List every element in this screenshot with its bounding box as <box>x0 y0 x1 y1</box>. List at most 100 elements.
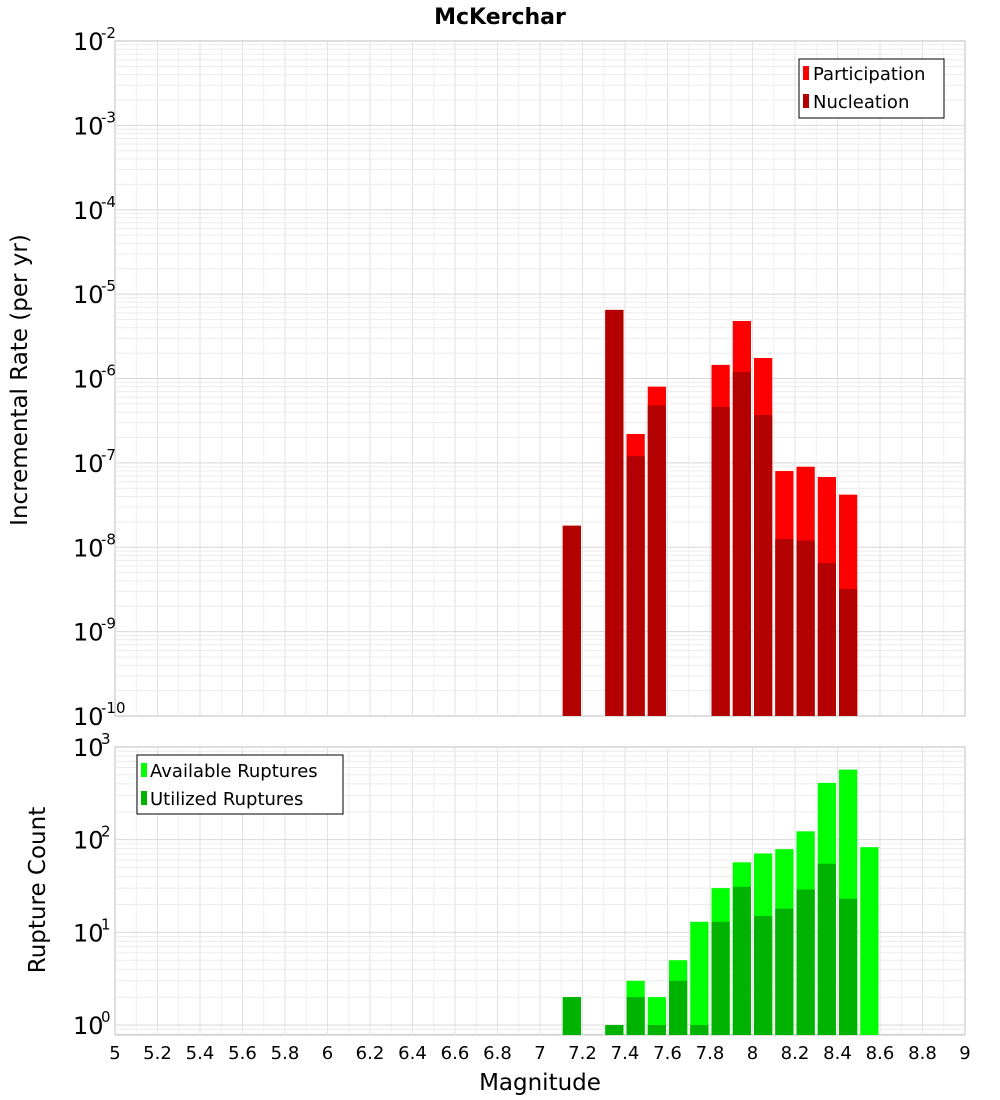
y-tick-exponent: 3 <box>101 730 111 748</box>
bottom-gridlines <box>115 747 965 1035</box>
top-bar-nucleation <box>732 371 751 716</box>
y-tick-exponent: -4 <box>101 193 116 211</box>
x-tick-label: 6.2 <box>356 1043 385 1064</box>
x-tick-label: 5.2 <box>143 1043 172 1064</box>
top-bar-nucleation <box>817 563 836 716</box>
legend-swatch-participation <box>803 66 809 80</box>
x-tick-label: 9 <box>959 1043 970 1064</box>
y-tick-base: 10 <box>73 366 104 394</box>
legend-label-nucleation: Nucleation <box>813 92 909 113</box>
x-tick-label: 7.4 <box>611 1043 640 1064</box>
y-tick-exponent: 2 <box>101 823 111 841</box>
top-legend-box <box>798 58 945 119</box>
y-tick-exponent: -7 <box>101 446 116 464</box>
y-tick-label: 101 <box>73 915 111 947</box>
y-tick-base: 10 <box>73 619 104 647</box>
top-y-axis-label: Incremental Rate (per yr) <box>7 234 33 526</box>
bottom-bar-utilized-ruptures <box>817 863 836 1035</box>
bottom-legend: Available Ruptures Utilized Ruptures <box>136 754 344 815</box>
y-tick-base: 10 <box>73 534 104 562</box>
legend-label-available: Available Ruptures <box>150 761 318 782</box>
y-tick-base: 10 <box>73 28 104 56</box>
top-bars <box>562 309 858 716</box>
y-tick-label: 10-8 <box>73 530 116 562</box>
x-tick-label: 6.8 <box>483 1043 512 1064</box>
y-tick-base: 10 <box>73 197 104 225</box>
bottom-bar-utilized-ruptures <box>669 980 688 1035</box>
bottom-bar-utilized-ruptures <box>732 886 751 1035</box>
x-tick-label: 7.6 <box>653 1043 682 1064</box>
x-tick-label: 5 <box>109 1043 120 1064</box>
x-tick-label: 8.4 <box>823 1043 852 1064</box>
y-tick-base: 10 <box>73 450 104 478</box>
top-bar-nucleation <box>647 405 666 716</box>
top-legend: Participation Nucleation <box>798 58 945 119</box>
x-tick-label: 5.4 <box>186 1043 215 1064</box>
bottom-bar-utilized-ruptures <box>562 997 581 1035</box>
legend-swatch-nucleation <box>803 94 809 108</box>
y-tick-exponent: -3 <box>101 108 116 126</box>
bottom-bar-utilized-ruptures <box>775 908 794 1035</box>
y-tick-base: 10 <box>73 281 104 309</box>
y-tick-base: 10 <box>73 703 104 731</box>
y-tick-label: 102 <box>73 823 111 855</box>
bottom-bar-utilized-ruptures <box>605 1025 624 1035</box>
legend-swatch-utilized <box>141 791 147 805</box>
bottom-bar-available-ruptures <box>860 847 879 1035</box>
y-tick-base: 10 <box>73 112 104 140</box>
x-tick-label: 7 <box>534 1043 545 1064</box>
bottom-bar-utilized-ruptures <box>626 997 645 1035</box>
y-tick-label: 10-5 <box>73 277 116 309</box>
bottom-legend-box <box>136 754 344 815</box>
bottom-bar-utilized-ruptures <box>754 916 773 1035</box>
top-bar-nucleation <box>562 525 581 716</box>
y-tick-exponent: -9 <box>101 615 116 633</box>
bottom-bar-utilized-ruptures <box>647 1025 666 1035</box>
y-tick-label: 10-7 <box>73 446 116 478</box>
top-bar-nucleation <box>775 539 794 716</box>
y-tick-exponent: -10 <box>101 699 126 717</box>
y-tick-base: 10 <box>73 1012 104 1040</box>
y-tick-exponent: -5 <box>101 277 116 295</box>
x-tick-label: 8.2 <box>781 1043 810 1064</box>
legend-swatch-available <box>141 763 147 777</box>
x-tick-label: 8.6 <box>866 1043 895 1064</box>
y-tick-label: 10-4 <box>73 193 116 225</box>
top-bar-nucleation <box>839 589 858 716</box>
y-tick-base: 10 <box>73 734 104 762</box>
y-tick-base: 10 <box>73 827 104 855</box>
y-tick-label: 10-6 <box>73 362 116 394</box>
y-tick-base: 10 <box>73 919 104 947</box>
bottom-bar-available-ruptures <box>690 921 709 1035</box>
top-bar-nucleation <box>796 540 815 716</box>
x-tick-label: 6.6 <box>441 1043 470 1064</box>
x-tick-label: 7.2 <box>568 1043 597 1064</box>
x-tick-label: 5.8 <box>271 1043 300 1064</box>
top-bar-nucleation <box>711 406 730 716</box>
y-tick-label: 10-2 <box>73 24 116 56</box>
legend-label-utilized: Utilized Ruptures <box>150 789 303 810</box>
top-bar-nucleation <box>754 414 773 716</box>
y-tick-label: 10-10 <box>73 699 126 731</box>
x-tick-label: 6 <box>322 1043 333 1064</box>
x-tick-label: 6.4 <box>398 1043 427 1064</box>
top-bar-nucleation <box>626 456 645 716</box>
y-tick-exponent: -6 <box>101 362 116 380</box>
bottom-bar-utilized-ruptures <box>839 898 858 1035</box>
x-tick-label: 7.8 <box>696 1043 725 1064</box>
x-axis-label: Magnitude <box>479 1070 601 1096</box>
y-tick-exponent: -2 <box>101 24 116 42</box>
y-tick-label: 10-9 <box>73 615 116 647</box>
x-tick-label: 8.8 <box>908 1043 937 1064</box>
y-tick-exponent: 0 <box>101 1008 111 1026</box>
legend-label-participation: Participation <box>813 64 925 85</box>
y-tick-label: 103 <box>73 730 111 762</box>
y-tick-exponent: -8 <box>101 530 116 548</box>
top-gridlines <box>115 41 965 716</box>
bottom-bar-utilized-ruptures <box>711 921 730 1035</box>
